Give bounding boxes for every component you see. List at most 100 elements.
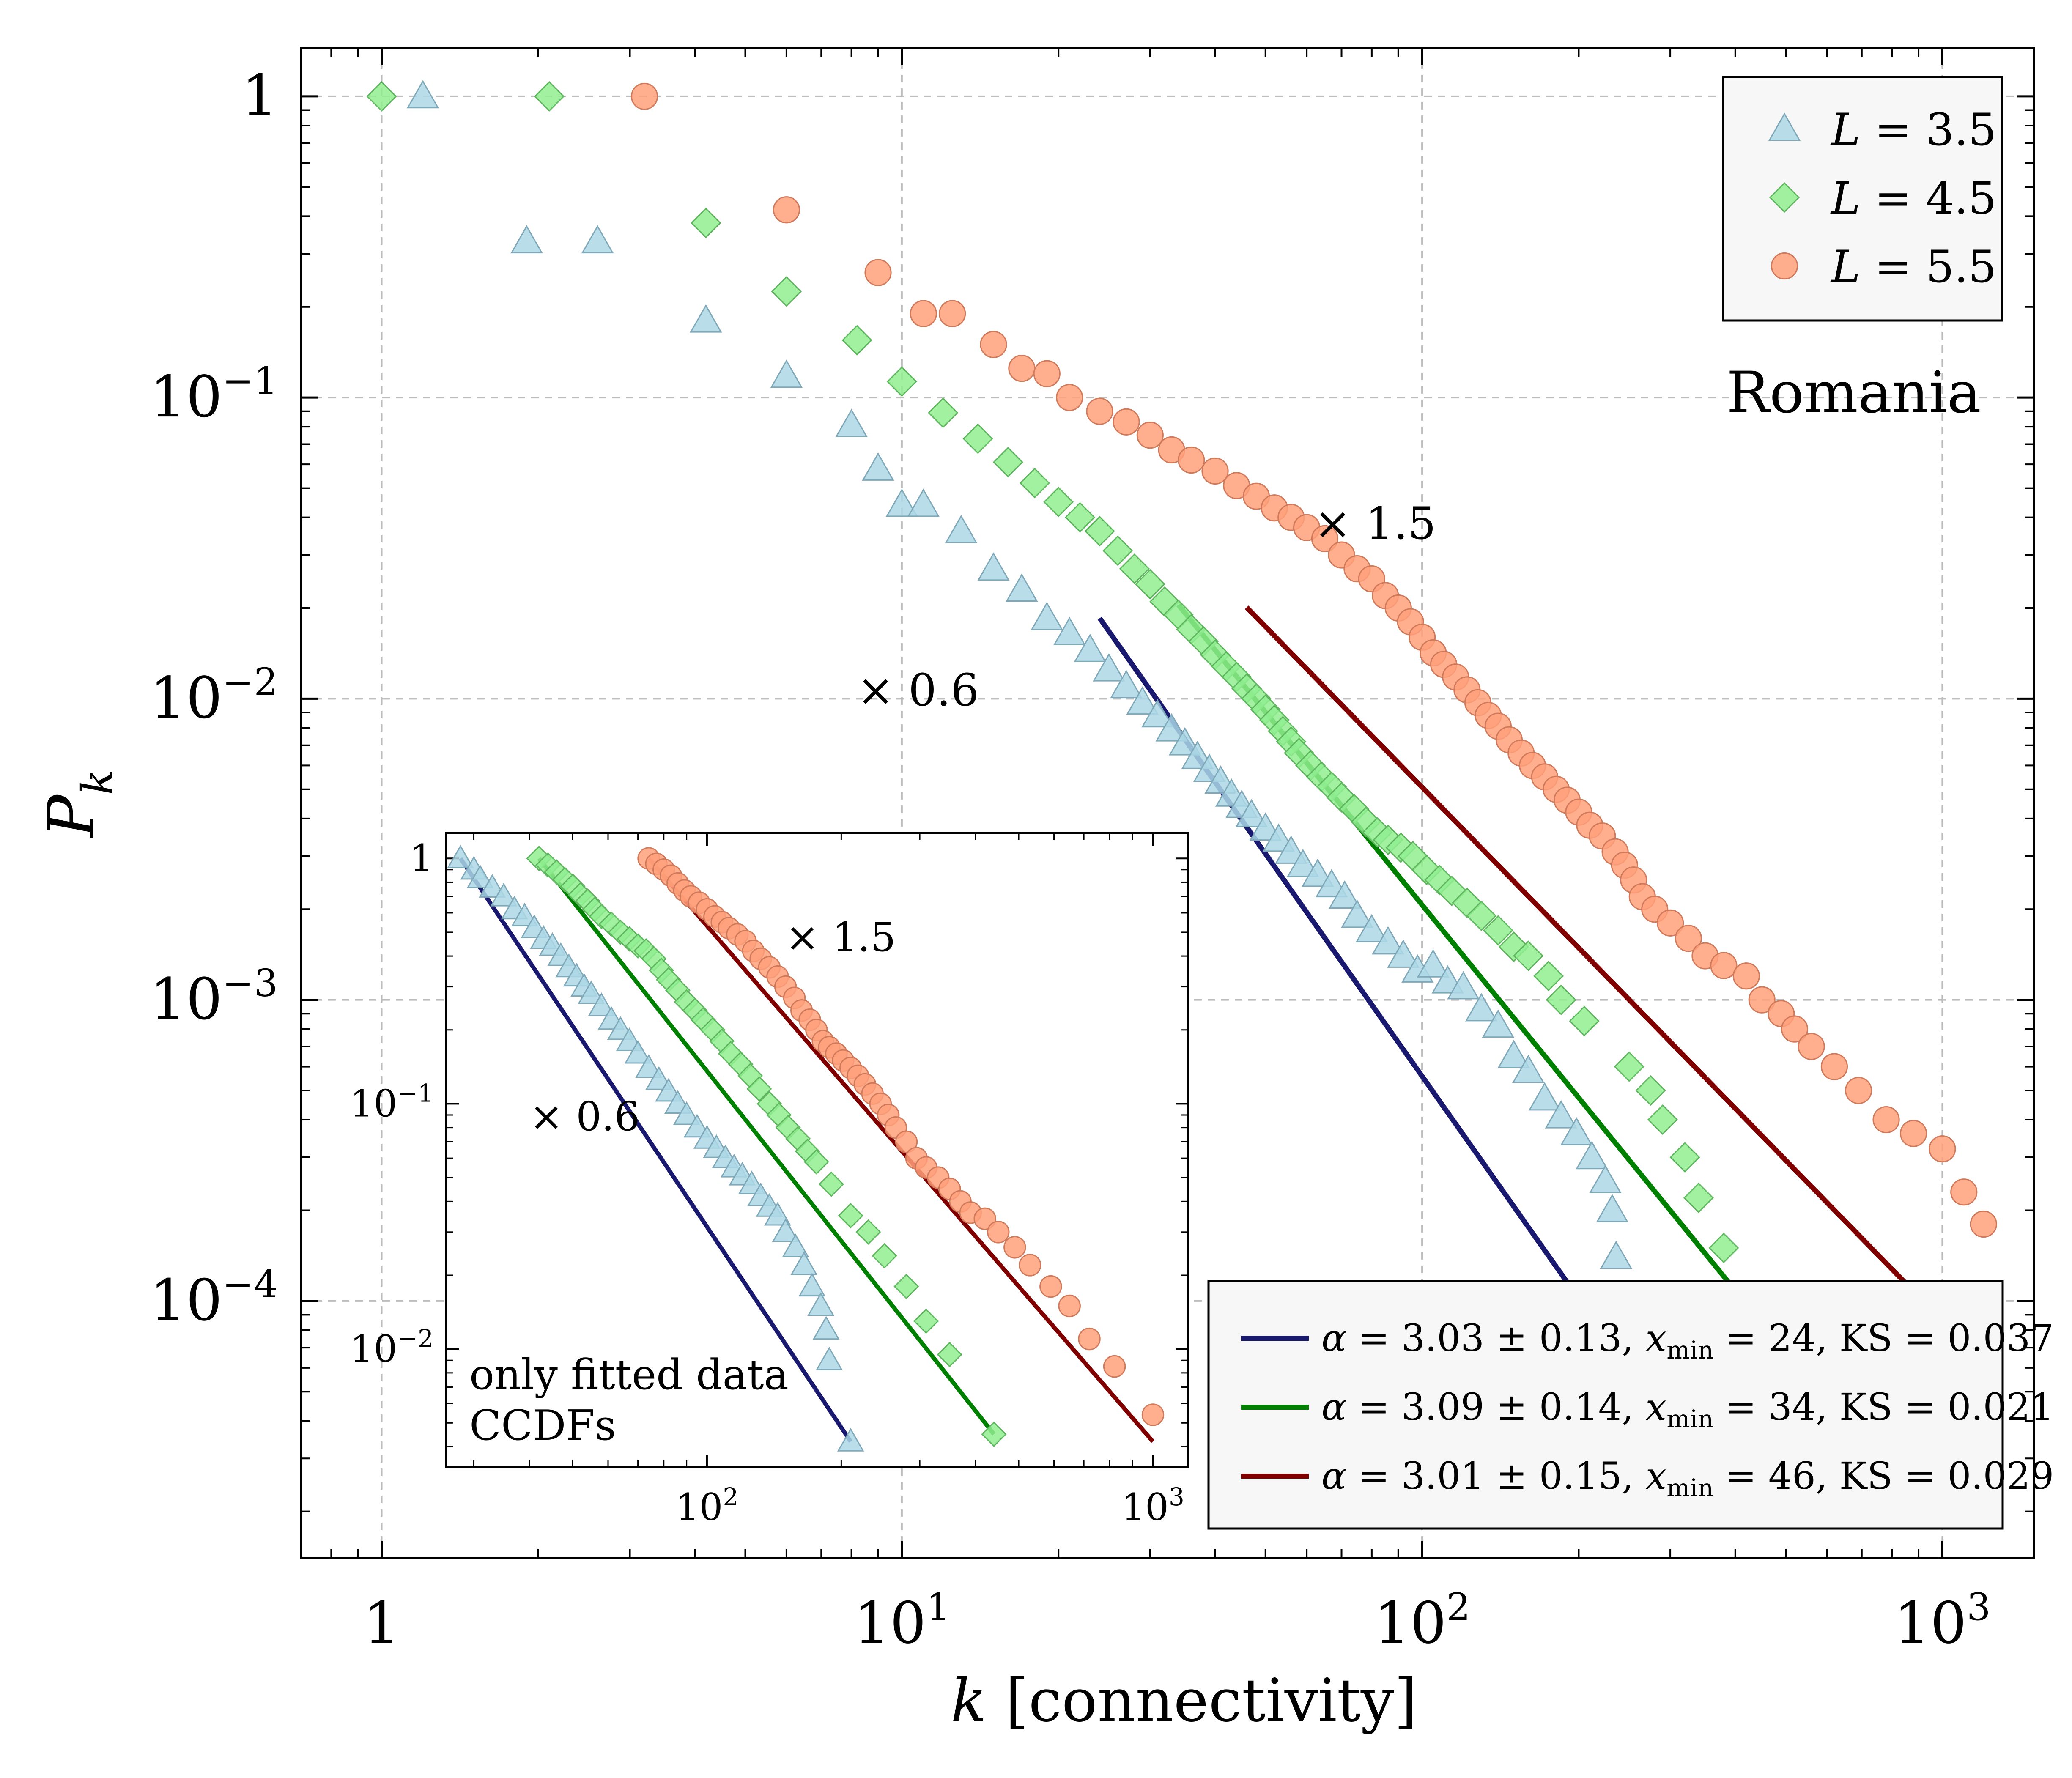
inset-x-tick-label: 102 bbox=[675, 1482, 738, 1529]
chart-title: Romania bbox=[1727, 359, 1981, 426]
inset-data-point-series-3 bbox=[1103, 1355, 1126, 1378]
inset-data-point-series-1 bbox=[645, 1066, 673, 1090]
inset-data-point-series-1 bbox=[511, 903, 538, 927]
legend-fit-label-2: α = 3.09 ± 0.14, xmin = 34, KS = 0.021 bbox=[1321, 1385, 2054, 1433]
data-point-series-1 bbox=[1589, 1164, 1622, 1193]
inset-fit-line-series-1 bbox=[458, 857, 852, 1443]
data-point-series-1 bbox=[1031, 602, 1063, 630]
data-point-series-2 bbox=[534, 81, 565, 112]
data-point-series-3 bbox=[1311, 525, 1339, 552]
inset-data-point-series-3 bbox=[1078, 1327, 1101, 1351]
data-point-series-2 bbox=[1669, 1142, 1700, 1173]
data-point-series-2 bbox=[1647, 1104, 1678, 1135]
data-point-series-1 bbox=[907, 488, 940, 517]
data-point-series-3 bbox=[1136, 422, 1164, 449]
inset-data-point-series-2 bbox=[746, 1076, 772, 1102]
data-point-series-2 bbox=[1483, 915, 1513, 946]
y-tick-label: 10−3 bbox=[150, 961, 278, 1033]
data-point-series-1 bbox=[1545, 1100, 1578, 1129]
data-point-series-1 bbox=[1497, 1040, 1530, 1068]
data-point-series-2 bbox=[1569, 1005, 1600, 1037]
data-point-series-1 bbox=[1286, 849, 1319, 877]
data-point-series-2 bbox=[1102, 535, 1133, 566]
inset-data-point-series-1 bbox=[673, 1101, 700, 1125]
data-point-series-3 bbox=[1056, 384, 1083, 411]
y-tick-label: 10−1 bbox=[150, 359, 278, 430]
inset-x-tick-label: 103 bbox=[1121, 1482, 1184, 1529]
data-point-series-3 bbox=[1008, 355, 1036, 382]
inset-data-point-series-1 bbox=[624, 1040, 652, 1064]
inset-data-point-series-1 bbox=[578, 980, 605, 1004]
data-point-series-1 bbox=[510, 225, 543, 254]
inset-data-point-series-1 bbox=[812, 1316, 840, 1340]
data-point-series-3 bbox=[1201, 457, 1229, 485]
inset-data-point-series-2 bbox=[937, 1342, 962, 1367]
inset-data-points bbox=[447, 844, 1165, 1452]
inset-data-point-series-1 bbox=[479, 874, 506, 898]
data-point-series-3 bbox=[1929, 1135, 1956, 1163]
data-point-series-1 bbox=[1141, 699, 1174, 728]
inset-data-point-series-2 bbox=[838, 1203, 863, 1229]
data-point-series-2 bbox=[366, 81, 397, 112]
data-point-series-2 bbox=[1084, 516, 1115, 547]
inset-data-point-series-2 bbox=[872, 1243, 897, 1269]
data-point-series-3 bbox=[1675, 925, 1702, 952]
data-point-series-3 bbox=[1656, 909, 1684, 937]
legend-marker-series-1 bbox=[1768, 112, 1801, 141]
main-plot-frame bbox=[300, 47, 2035, 1559]
data-point-series-1 bbox=[1596, 1194, 1629, 1222]
data-point-series-1 bbox=[1465, 993, 1498, 1022]
data-point-series-1 bbox=[770, 359, 803, 388]
inset-data-point-series-1 bbox=[447, 844, 474, 868]
inset-data-point-series-1 bbox=[772, 1218, 799, 1242]
data-point-series-1 bbox=[690, 304, 722, 333]
data-point-series-1 bbox=[1328, 880, 1361, 909]
inset-data-point-series-3 bbox=[1141, 1403, 1165, 1426]
legend-marker-series-2 bbox=[1769, 182, 1800, 213]
inset-data-point-series-1 bbox=[466, 864, 494, 888]
data-point-series-3 bbox=[938, 300, 966, 327]
inset-data-point-series-2 bbox=[893, 1274, 919, 1299]
data-point-series-1 bbox=[1447, 971, 1480, 1000]
data-point-series-1 bbox=[1355, 914, 1388, 942]
data-point-series-2 bbox=[992, 447, 1024, 478]
inset-data-point-series-2 bbox=[981, 1421, 1007, 1447]
legend-fit-label-3: α = 3.01 ± 0.15, xmin = 46, KS = 0.029 bbox=[1321, 1454, 2054, 1502]
inset-data-point-series-1 bbox=[790, 1251, 818, 1275]
data-point-series-3 bbox=[1748, 986, 1776, 1014]
data-point-series-3 bbox=[910, 300, 937, 327]
data-point-series-1 bbox=[1372, 926, 1404, 955]
inset-scale-annotation: × 1.5 bbox=[786, 914, 896, 961]
data-point-series-1 bbox=[1093, 653, 1125, 682]
data-point-series-3 bbox=[630, 82, 658, 110]
inset-data-point-series-1 bbox=[490, 882, 518, 907]
data-point-series-1 bbox=[581, 225, 614, 254]
inset-data-point-series-3 bbox=[1019, 1254, 1041, 1277]
data-point-series-1 bbox=[862, 452, 894, 481]
inset-y-tick-label: 10−1 bbox=[350, 1079, 433, 1125]
inset-data-point-series-3 bbox=[973, 1207, 996, 1230]
data-point-series-1 bbox=[1387, 939, 1420, 968]
scale-annotation: × 1.5 bbox=[1314, 498, 1436, 549]
inset-annotations: × 0.6 × 1.5 bbox=[529, 914, 896, 1140]
data-point-series-1 bbox=[1006, 573, 1038, 602]
data-point-series-2 bbox=[1466, 900, 1497, 931]
data-point-series-1 bbox=[1600, 1241, 1633, 1269]
inset-data-point-series-2 bbox=[855, 1219, 881, 1245]
inset-note-line2: CCDFs bbox=[469, 1402, 616, 1450]
x-tick-label: 103 bbox=[1894, 1585, 1990, 1656]
data-point-series-2 bbox=[691, 208, 721, 238]
inset-data-point-series-3 bbox=[1039, 1275, 1062, 1298]
main-axis-ticks: 1 101 102 103 1 10−1 10−2 10−3 10−4 bbox=[150, 48, 2034, 1656]
data-point-series-3 bbox=[1899, 1120, 1927, 1147]
inset-data-point-series-1 bbox=[764, 1202, 791, 1226]
data-point-series-2 bbox=[1513, 940, 1544, 971]
inset-scale-annotation: × 0.6 bbox=[529, 1093, 640, 1140]
y-tick-label: 10−2 bbox=[150, 660, 278, 731]
data-point-series-1 bbox=[1235, 799, 1268, 827]
inset-y-tick-label: 1 bbox=[410, 836, 433, 880]
data-point-series-1 bbox=[1528, 1082, 1561, 1111]
data-point-series-2 bbox=[1683, 1182, 1714, 1214]
legend-label-series-1: L = 3.5 bbox=[1830, 104, 1996, 156]
